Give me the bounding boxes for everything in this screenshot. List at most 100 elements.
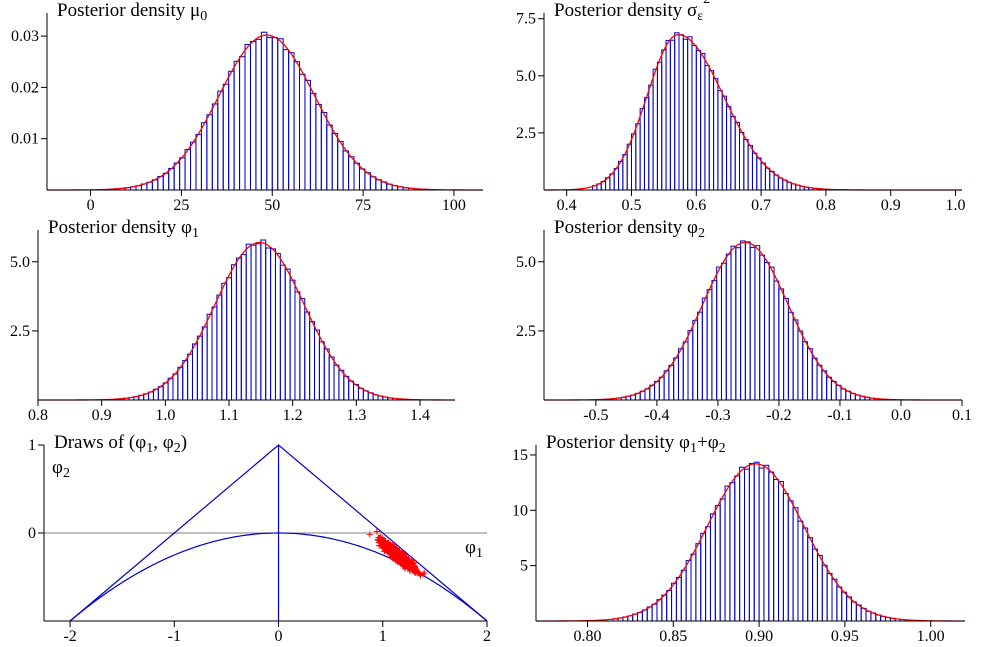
histogram-bar — [315, 103, 322, 191]
histogram-bar — [841, 591, 848, 622]
panel-3: 0.8 0.9 1.0 1.1 1.2 1.3 1.4 2.5 5.0 Posterior den… — [10, 217, 455, 424]
histogram-bar — [802, 527, 809, 622]
histogram-bar — [792, 507, 799, 622]
y-ticks: 2.5 5.0 — [10, 254, 38, 340]
histogram-bar — [358, 168, 366, 191]
x-ticks: 0 25 50 75 100 — [87, 190, 466, 214]
y-tick-label: 5.0 — [10, 254, 30, 271]
histogram-bar — [348, 156, 355, 191]
histogram-bar — [651, 603, 658, 622]
histogram-bar — [758, 467, 765, 622]
histogram-bar — [260, 239, 267, 401]
histogram-bar — [730, 115, 736, 191]
histogram-bar — [763, 261, 770, 401]
histogram-bar — [855, 604, 862, 622]
x-ticks: 0.80 0.85 0.90 0.95 1.00 — [573, 621, 945, 645]
histogram-bar — [233, 60, 241, 191]
histogram-bar — [711, 280, 718, 401]
histogram-bar — [157, 386, 164, 401]
histogram-bar — [326, 124, 333, 191]
histogram-bar — [304, 79, 311, 191]
histogram-bar — [201, 326, 208, 401]
histogram-bar — [652, 68, 658, 191]
histogram-bar — [320, 111, 328, 191]
y-ticks: 0.01 0.02 0.03 — [11, 28, 47, 148]
histogram-bar — [309, 92, 317, 191]
draws — [366, 528, 428, 579]
histogram-bar — [190, 141, 197, 191]
x-tick-label: -0.4 — [644, 407, 669, 424]
histogram-bar — [756, 157, 762, 191]
histogram-bar — [777, 177, 784, 191]
histogram-bar — [353, 162, 360, 191]
histogram-bar — [184, 149, 192, 191]
histogram-bar — [734, 121, 740, 191]
histogram-bar — [680, 569, 687, 622]
histogram-bar — [782, 493, 789, 622]
y-tick-label: 2.5 — [516, 323, 536, 340]
histogram-bar — [831, 578, 838, 622]
histogram-bar — [763, 464, 770, 622]
y-axis-label: φ2 — [52, 457, 70, 481]
plot-area — [544, 240, 962, 401]
histogram-bar — [739, 466, 745, 622]
x-tick-label: 25 — [173, 197, 189, 214]
x-tick-label: 0.85 — [659, 628, 687, 645]
histogram-bar — [768, 266, 775, 401]
histogram-bar — [682, 341, 689, 401]
x-ticks: -0.5 -0.4 -0.3 -0.2 -0.1 0.0 0.1 — [583, 400, 972, 424]
histogram-bar — [328, 356, 335, 401]
histogram-bar — [338, 369, 345, 401]
histogram-bar — [656, 599, 663, 622]
histogram-bar — [304, 311, 311, 401]
histogram-bar — [682, 38, 689, 191]
histogram-bar — [821, 370, 828, 401]
x-axis-label: φ1 — [465, 537, 483, 561]
histogram-bar — [250, 244, 257, 401]
histogram-bar — [226, 277, 233, 401]
histogram-bar — [668, 364, 675, 401]
histogram-bar — [288, 52, 295, 191]
histogram-bar — [721, 95, 728, 191]
panel-title: Posterior density φ1 — [48, 217, 199, 241]
histogram-bar — [609, 173, 615, 191]
histogram-bar — [289, 279, 296, 401]
histogram-bar — [255, 38, 262, 191]
histogram-bar — [266, 36, 273, 191]
histogram-bar — [773, 280, 780, 401]
histogram-bar — [665, 39, 671, 191]
density-curve — [535, 463, 965, 622]
histogram-bar — [836, 586, 843, 622]
panel-title: Posterior density φ2 — [554, 217, 705, 241]
histogram-bar — [333, 364, 340, 401]
histogram-bar — [835, 384, 842, 401]
y-tick-label: 15 — [512, 447, 528, 464]
histogram-bar — [200, 122, 208, 191]
panel-1: 0 25 50 75 100 0.01 0.02 0.03 Posterior density … — [11, 0, 483, 214]
x-tick-label: 100 — [442, 197, 466, 214]
histogram-bar — [787, 311, 794, 401]
histogram-bar — [162, 382, 169, 401]
draw-point — [409, 562, 416, 569]
histogram-bar — [729, 482, 736, 622]
histogram-bar — [692, 319, 699, 401]
histogram-bar — [206, 114, 213, 191]
histogram-bar — [826, 572, 833, 622]
density-curve — [47, 34, 483, 191]
histogram-bar — [704, 65, 710, 191]
histogram-bar — [649, 384, 656, 401]
histogram-bar — [626, 143, 632, 191]
panel-title: Posterior density μ0 — [57, 0, 207, 24]
histogram-bar — [318, 341, 325, 401]
histogram-bar — [735, 247, 742, 401]
x-tick-label: -0.1 — [827, 407, 852, 424]
panel-title: Posterior density σε2 — [554, 0, 710, 24]
draw-point — [421, 569, 428, 576]
histogram-bar — [764, 167, 771, 191]
histogram-bar — [299, 298, 306, 401]
x-tick-label: 1.0 — [946, 197, 966, 214]
histogram-bar — [747, 144, 753, 191]
x-tick-label: 1.1 — [219, 407, 239, 424]
draw-point — [419, 571, 426, 578]
